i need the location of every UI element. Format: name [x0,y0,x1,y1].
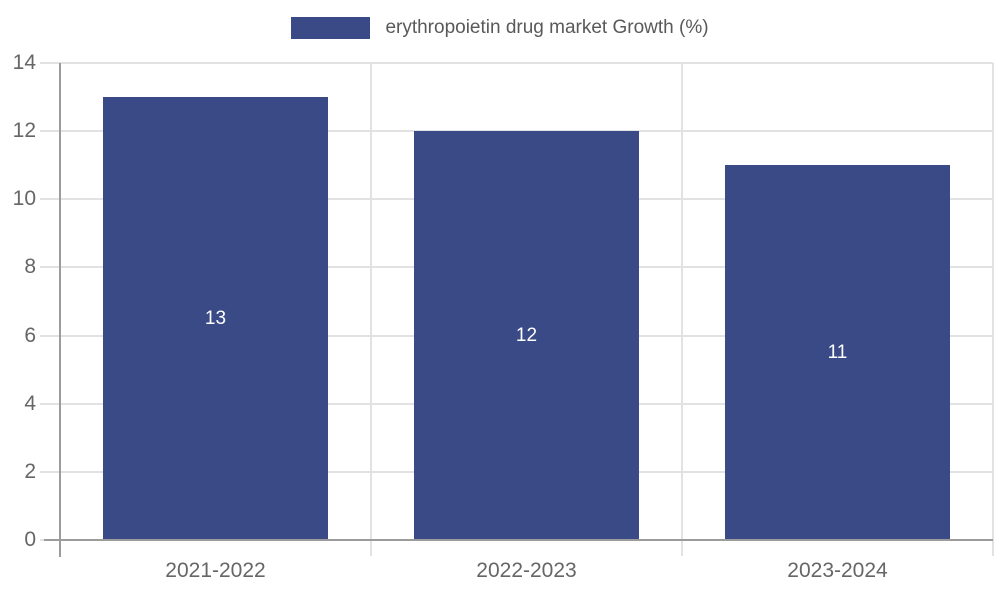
y-tick-mark [40,402,60,405]
y-tick-mark [40,198,60,201]
x-tick-label: 2021-2022 [165,559,266,582]
y-tick-label: 12 [12,119,36,143]
x-tick-mark [370,540,372,556]
bar-value-label: 12 [515,324,538,346]
gridline-vertical [370,63,372,540]
y-tick-label: 8 [24,255,36,279]
x-tick-label: 2022-2023 [476,559,577,582]
y-tick-label: 2 [24,459,36,483]
x-tick-label: 2023-2024 [787,559,888,582]
y-tick-mark [40,130,60,133]
bar [103,97,328,540]
y-tick-mark [40,470,60,473]
y-tick-mark [40,266,60,269]
y-tick-mark [40,334,60,337]
bar-value-label: 11 [827,341,848,363]
y-tick-label: 6 [24,323,36,347]
y-tick-mark [40,62,60,64]
x-tick-mark [992,540,994,556]
x-axis-line [44,539,993,541]
gridline-vertical [992,63,994,540]
legend-label: erythropoietin drug market Growth (%) [385,17,709,38]
y-axis-line [59,63,61,557]
y-tick-label: 14 [12,51,36,74]
y-tick-label: 10 [12,187,36,211]
bar-value-label: 13 [204,307,227,329]
chart-legend: erythropoietin drug market Growth (%) [0,17,1000,39]
y-tick-label: 4 [24,391,36,415]
bar [414,131,639,540]
y-tick-label: 0 [24,528,36,551]
x-tick-mark [681,540,683,556]
gridline-horizontal [60,62,993,64]
legend-swatch [291,17,371,39]
gridline-vertical [681,63,683,540]
bar [725,165,950,540]
